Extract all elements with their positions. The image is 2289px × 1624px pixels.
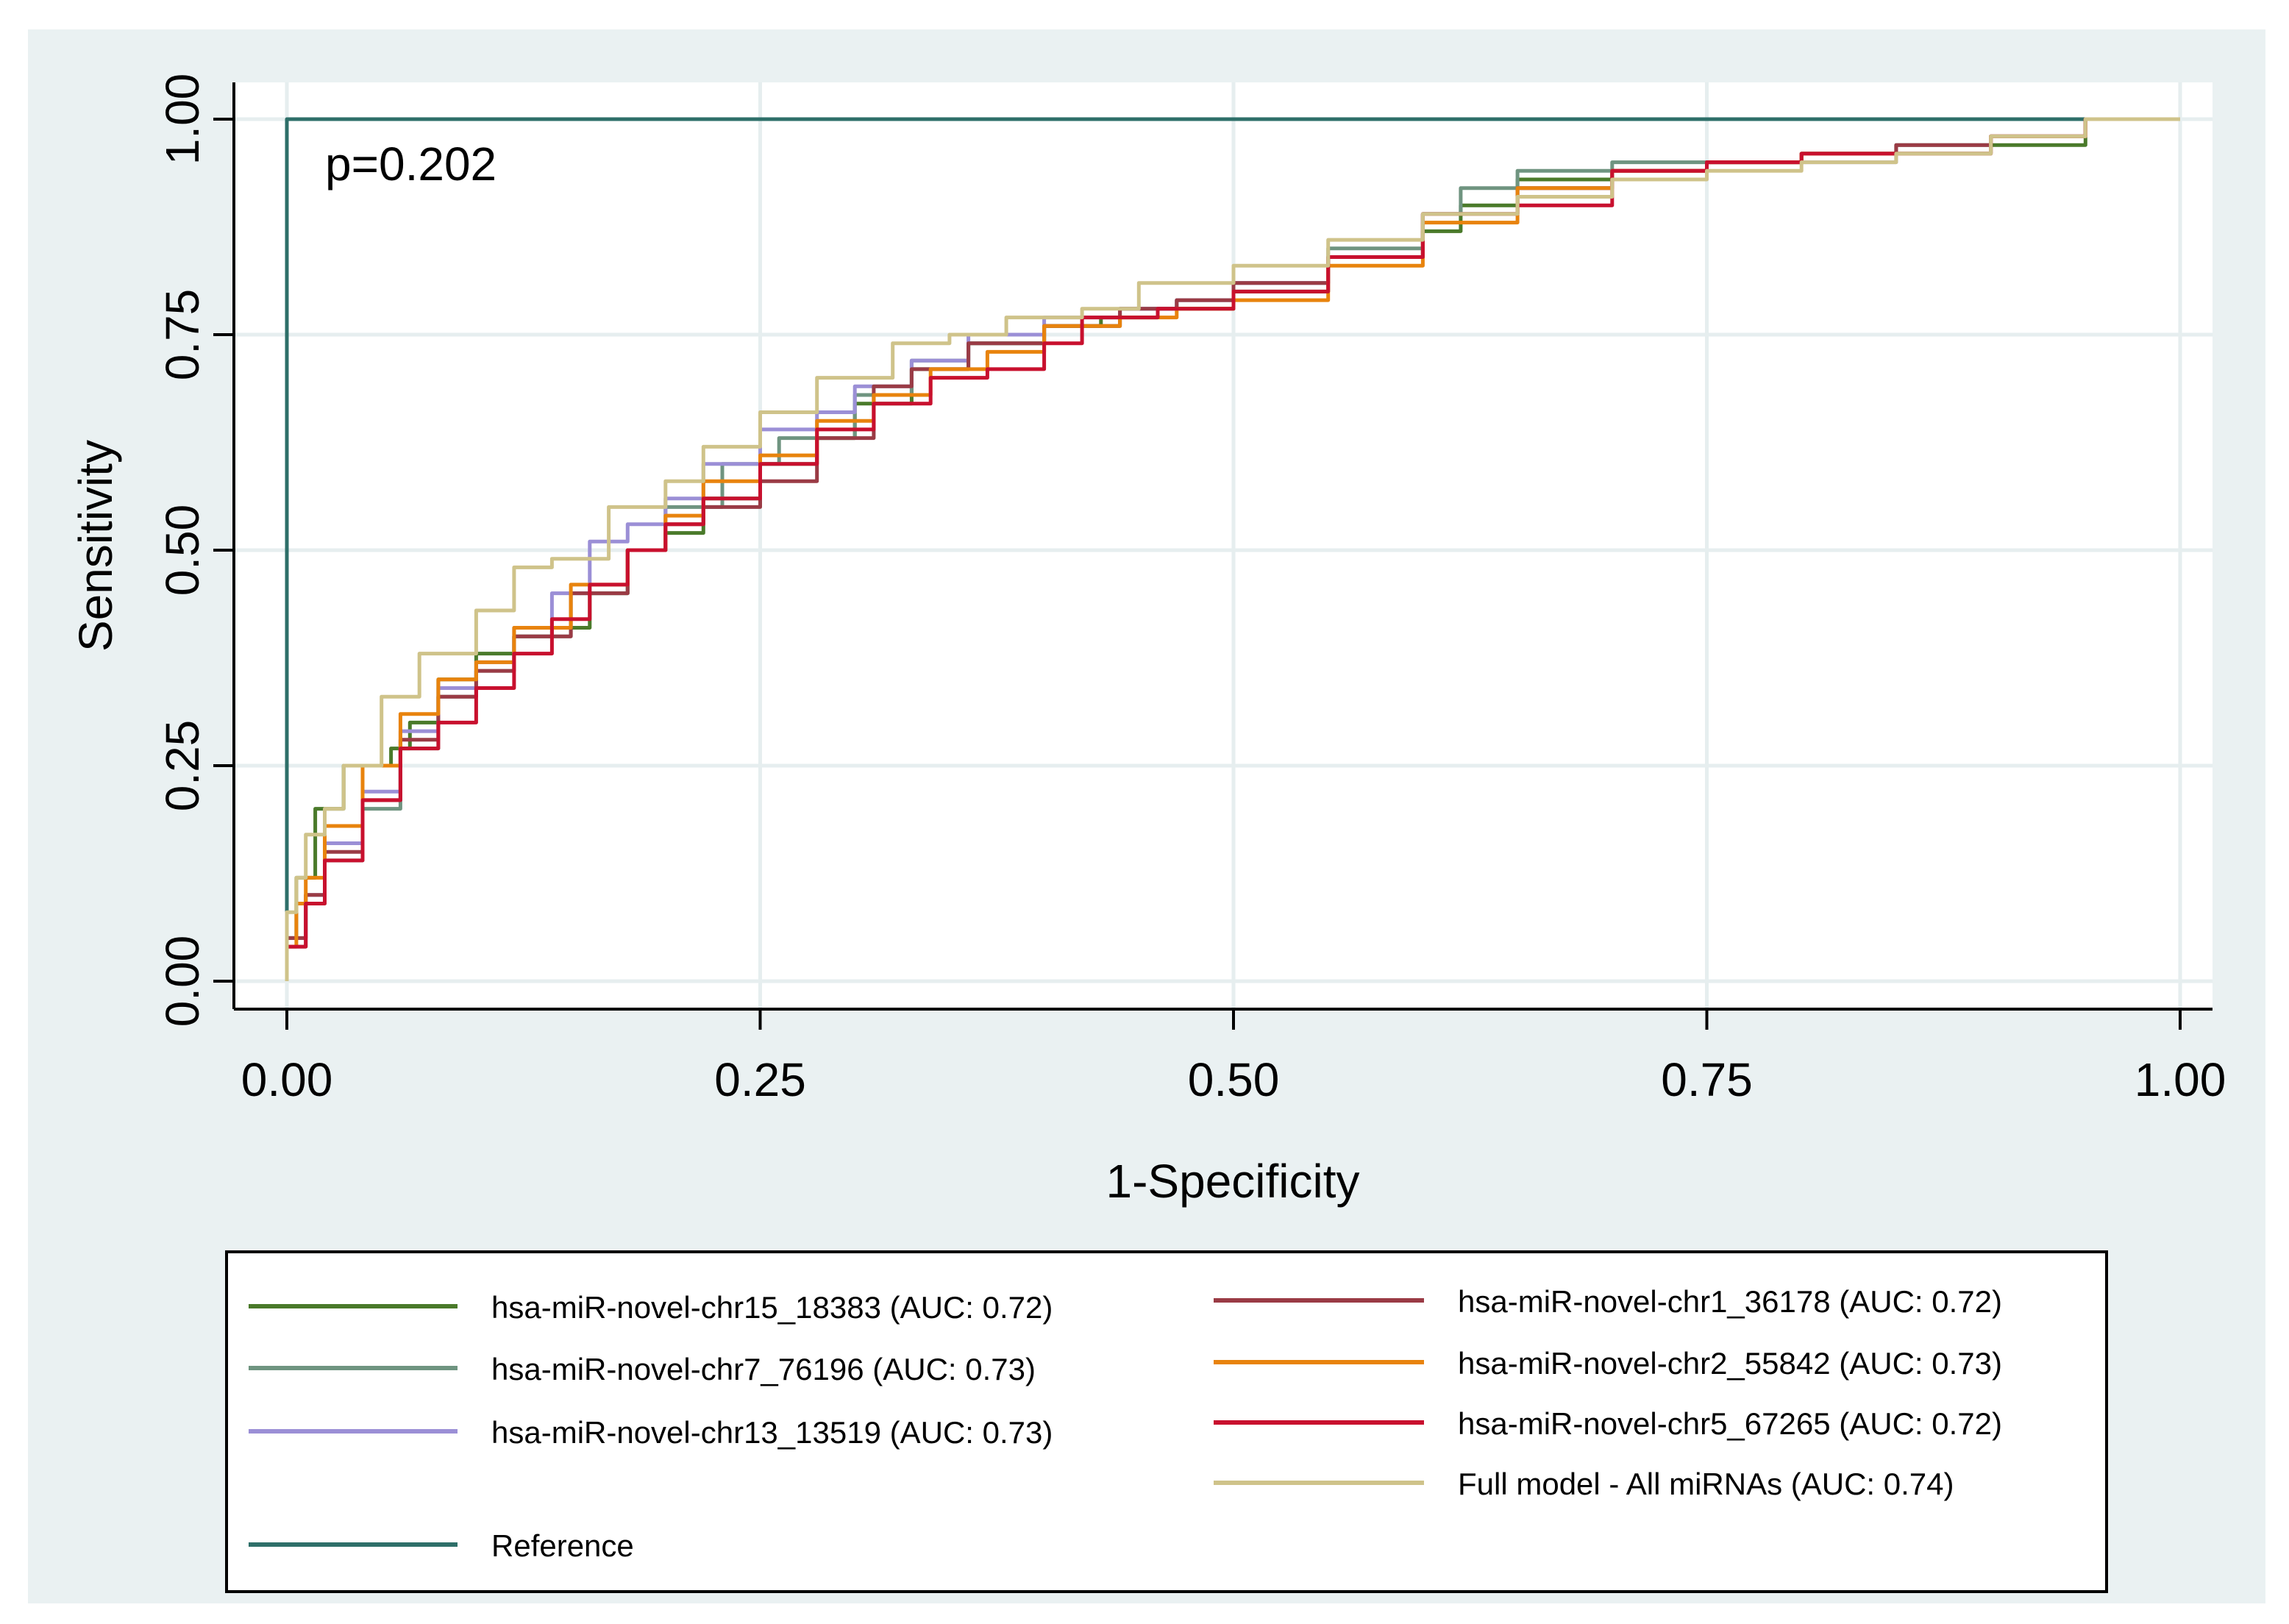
legend-label-5: hsa-miR-novel-chr5_67265 (AUC: 0.72): [1458, 1406, 2002, 1441]
legend-label-3: hsa-miR-novel-chr1_36178 (AUC: 0.72): [1458, 1284, 2002, 1319]
legend-label-2: hsa-miR-novel-chr13_13519 (AUC: 0.73): [491, 1415, 1053, 1450]
plot-area: [234, 82, 2213, 1009]
axes: 0.00 0.25 0.50 0.75 1.00 0.00 0.25 0.50 0.75 1.00: [156, 74, 2226, 1106]
y-tick-label: 0.25: [156, 720, 209, 812]
p-value-annotation: p=0.202: [325, 138, 496, 190]
legend-label-4: hsa-miR-novel-chr2_55842 (AUC: 0.73): [1458, 1346, 2002, 1381]
legend: hsa-miR-novel-chr15_18383 (AUC: 0.72) hsa…: [225, 1250, 2108, 1593]
roc-curves: [285, 117, 2180, 981]
legend-label-0: hsa-miR-novel-chr15_18383 (AUC: 0.72): [491, 1290, 1053, 1325]
roc-curve-5: [285, 117, 2180, 981]
x-tick-label: 1.00: [2135, 1053, 2226, 1106]
x-axis-label: 1-Specificity: [1106, 1155, 1360, 1208]
x-tick-label: 0.75: [1661, 1053, 1753, 1106]
y-tick-label: 0.00: [156, 936, 209, 1028]
x-tick-label: 0.25: [714, 1053, 806, 1106]
legend-label-1: hsa-miR-novel-chr7_76196 (AUC: 0.73): [491, 1352, 1036, 1386]
y-tick-label: 1.00: [156, 74, 209, 165]
reference-line: [285, 117, 2180, 981]
legend-label-6: Full model - All miRNAs (AUC: 0.74): [1458, 1467, 1954, 1501]
y-tick-label: 0.75: [156, 289, 209, 381]
x-tick-label: 0.50: [1188, 1053, 1280, 1106]
y-axis-label: Sensitivity: [69, 440, 122, 652]
roc-curve-6: [285, 117, 2180, 981]
legend-box: [225, 1250, 2108, 1593]
gridlines: [234, 82, 2213, 1009]
x-tick-label: 0.00: [241, 1053, 333, 1106]
y-tick-label: 0.50: [156, 505, 209, 596]
legend-label-reference: Reference: [491, 1528, 634, 1563]
